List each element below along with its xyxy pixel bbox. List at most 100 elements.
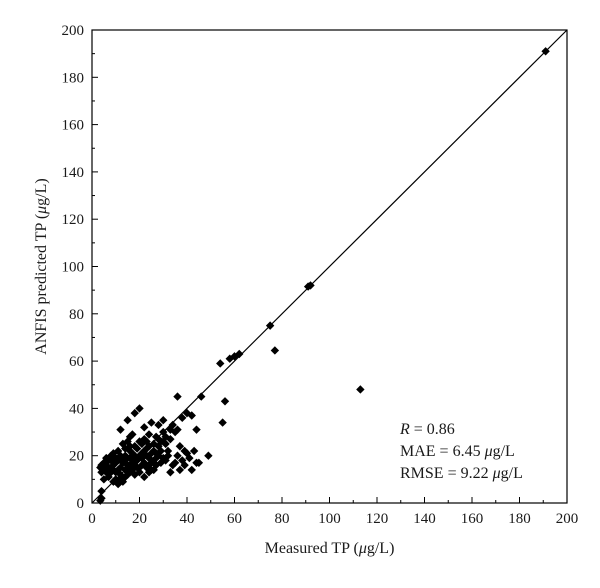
- data-point: [161, 439, 170, 449]
- data-point: [175, 465, 185, 475]
- stat-rmse: RMSE = 9.22 μg/L: [400, 465, 523, 482]
- x-tick-label: 160: [461, 511, 484, 527]
- y-tick-label: 200: [62, 23, 85, 39]
- data-point: [192, 425, 201, 434]
- data-point: [132, 444, 142, 453]
- x-tick-label: 120: [366, 511, 389, 527]
- data-point: [189, 446, 199, 456]
- data-point: [149, 465, 158, 475]
- data-point: [161, 432, 170, 441]
- one-to-one-line: [91, 29, 568, 504]
- data-point: [140, 458, 149, 467]
- y-tick-label: 0: [77, 496, 85, 512]
- data-point: [135, 468, 144, 477]
- data-point: [192, 458, 201, 467]
- data-point: [97, 468, 106, 477]
- data-point: [125, 442, 135, 451]
- data-point: [163, 446, 173, 456]
- y-tick-label: 20: [69, 449, 84, 465]
- x-axis-label: Measured TP (μg/L): [265, 540, 395, 557]
- data-point: [225, 354, 234, 363]
- data-point: [130, 442, 139, 451]
- x-tick-label: 0: [88, 511, 96, 527]
- data-point: [216, 359, 225, 368]
- data-point: [149, 439, 158, 449]
- data-point: [128, 430, 137, 439]
- data-point: [137, 439, 147, 449]
- y-tick-label: 60: [69, 354, 84, 370]
- data-point: [197, 392, 206, 401]
- y-tick-label: 120: [62, 212, 85, 228]
- data-point: [125, 446, 135, 456]
- plot-frame: [91, 29, 568, 504]
- y-tick-label: 80: [69, 307, 84, 323]
- data-point: [116, 425, 125, 434]
- stat-r: R = 0.86: [399, 421, 455, 438]
- data-point: [159, 437, 168, 446]
- data-point: [137, 453, 147, 463]
- data-point: [173, 451, 182, 460]
- data-point: [156, 458, 166, 467]
- data-point: [159, 453, 168, 463]
- x-tick-label: 100: [318, 511, 341, 527]
- data-point: [151, 432, 161, 441]
- data-point: [109, 465, 118, 475]
- data-point: [102, 468, 111, 477]
- data-point: [175, 442, 185, 451]
- stat-mae: MAE = 6.45 μg/L: [400, 443, 515, 460]
- data-point: [144, 430, 154, 439]
- data-point: [140, 434, 149, 444]
- data-point: [123, 416, 132, 425]
- data-point: [218, 418, 227, 427]
- data-point: [180, 460, 189, 470]
- data-point: [204, 451, 213, 460]
- data-point: [99, 458, 109, 467]
- data-point: [170, 458, 180, 467]
- data-point: [154, 420, 163, 430]
- data-point: [185, 453, 194, 463]
- data-point: [303, 282, 313, 291]
- data-point: [130, 460, 139, 470]
- y-tick-label: 160: [62, 118, 85, 134]
- data-point: [163, 451, 173, 460]
- data-point: [220, 397, 230, 406]
- data-point: [356, 385, 365, 394]
- data-point: [130, 408, 139, 418]
- data-point: [149, 446, 158, 456]
- data-point: [159, 416, 168, 425]
- data-point: [178, 456, 187, 465]
- data-point: [121, 451, 130, 460]
- data-point: [140, 423, 149, 432]
- data-point: [113, 456, 123, 465]
- data-point: [144, 453, 154, 463]
- data-point: [135, 437, 144, 446]
- data-point: [135, 404, 144, 413]
- data-point: [166, 468, 175, 477]
- y-tick-label: 100: [62, 260, 85, 276]
- x-tick-label: 200: [556, 511, 579, 527]
- y-tick-label: 180: [62, 70, 85, 86]
- data-points: [96, 47, 550, 505]
- data-point: [168, 420, 177, 430]
- statistics-annotation: R = 0.86 MAE = 6.45 μg/L RMSE = 9.22 μg/…: [399, 421, 523, 482]
- data-point: [156, 446, 166, 456]
- x-tick-label: 20: [132, 511, 147, 527]
- x-tick-label: 80: [275, 511, 290, 527]
- data-point: [144, 468, 154, 477]
- data-point: [187, 411, 196, 420]
- data-point: [235, 349, 244, 359]
- y-tick-label: 140: [62, 165, 85, 181]
- x-tick-label: 140: [413, 511, 436, 527]
- data-point: [166, 425, 175, 434]
- y-tick-label: 40: [69, 401, 84, 417]
- data-point: [187, 465, 196, 475]
- data-point: [116, 463, 125, 472]
- y-axis-ticks: 0 20 40 60 80 100 120 140 160 180 200: [62, 23, 98, 512]
- data-point: [270, 346, 280, 355]
- data-point: [168, 460, 177, 470]
- data-point: [173, 425, 182, 434]
- data-point: [121, 472, 130, 482]
- data-point: [147, 418, 156, 427]
- x-tick-label: 40: [180, 511, 195, 527]
- data-point: [140, 472, 149, 482]
